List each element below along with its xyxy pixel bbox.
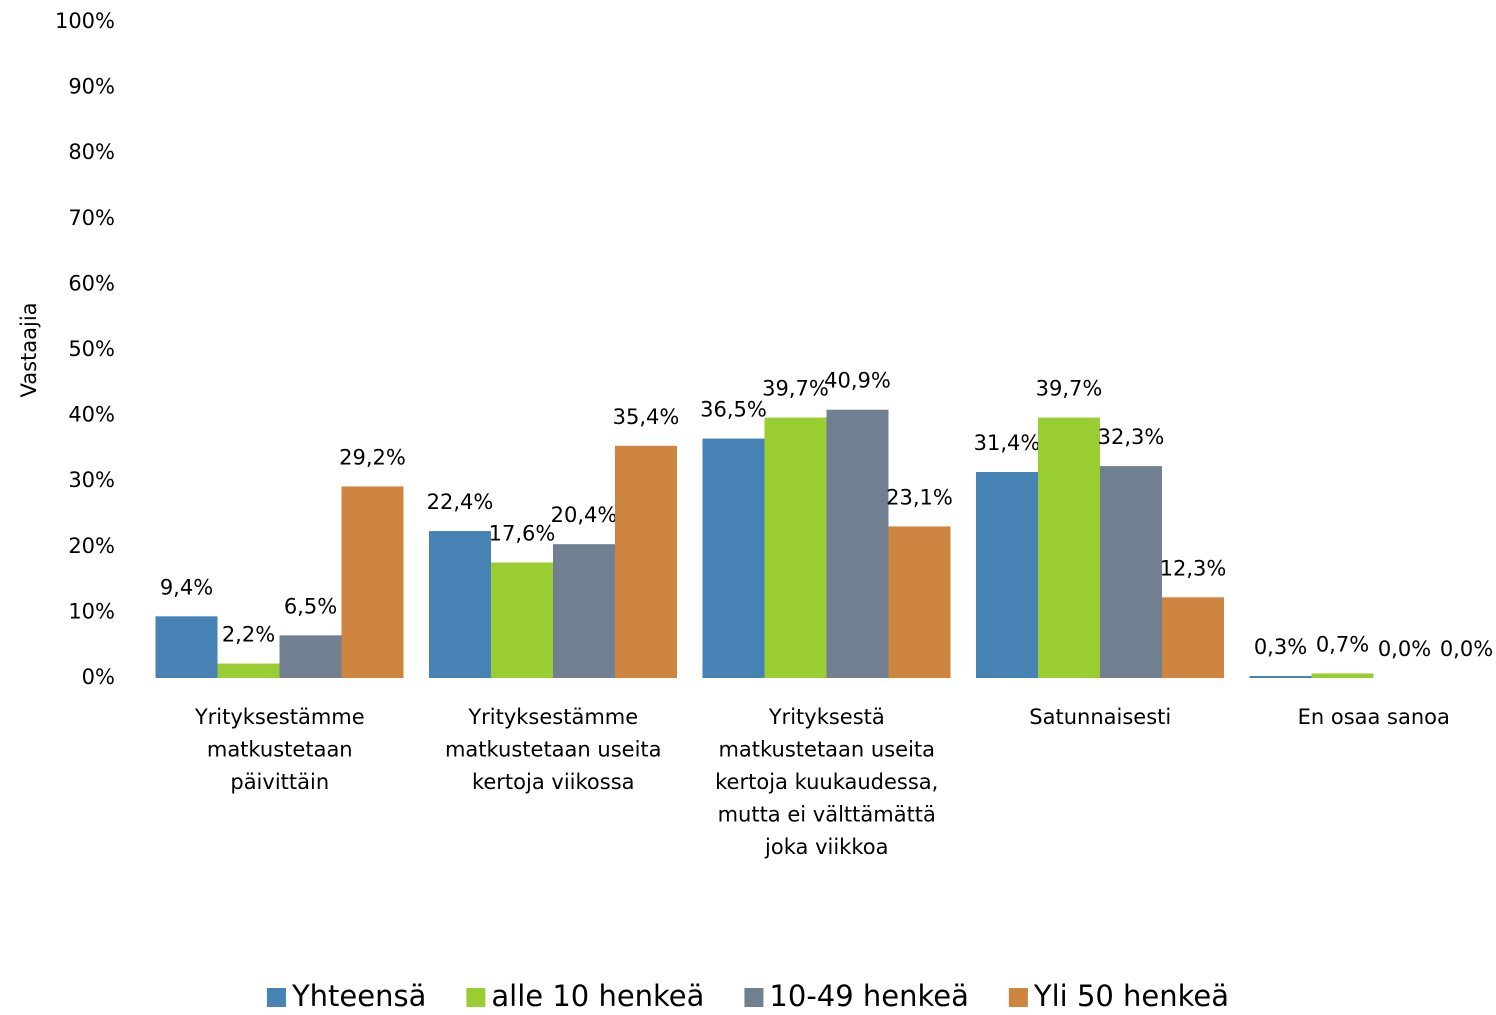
bar — [1038, 417, 1100, 678]
x-tick-label: Yrityksestämme matkustetaan päivittäin — [194, 705, 365, 794]
data-label: 0,0% — [1440, 637, 1493, 661]
data-label: 17,6% — [489, 522, 556, 546]
y-tick-label: 70% — [68, 206, 115, 230]
bar — [702, 438, 765, 678]
data-label: 0,3% — [1254, 635, 1307, 659]
bar — [279, 635, 342, 678]
legend-swatch — [466, 988, 486, 1007]
data-label: 35,4% — [613, 405, 680, 429]
legend-swatch — [1008, 988, 1028, 1007]
bar — [1162, 597, 1224, 678]
y-axis-label: Vastaajia — [17, 302, 41, 397]
bar — [1311, 673, 1374, 678]
bar — [217, 663, 280, 678]
y-tick-label: 0% — [82, 665, 115, 689]
y-tick-label: 20% — [68, 534, 115, 558]
bar — [764, 417, 827, 678]
bar — [826, 409, 889, 678]
y-tick-label: 10% — [68, 599, 115, 623]
data-label: 39,7% — [762, 377, 829, 401]
data-label: 20,4% — [551, 503, 618, 527]
data-label: 36,5% — [700, 398, 767, 422]
data-label: 2,2% — [222, 623, 275, 647]
data-label: 6,5% — [284, 594, 337, 618]
bar — [429, 531, 491, 678]
data-label: 29,2% — [339, 445, 406, 469]
data-label: 22,4% — [427, 490, 494, 514]
x-tick-label: Yrityksestä matkustetaan useita kertoja ku… — [715, 705, 938, 859]
legend-label: Yhteensä — [291, 979, 426, 1011]
legend-swatch — [744, 988, 764, 1007]
x-tick-label: Satunnaisesti — [1029, 705, 1171, 729]
bar — [615, 445, 677, 678]
bar — [976, 472, 1038, 678]
bar — [491, 562, 553, 678]
bar — [1249, 676, 1312, 678]
y-tick-label: 40% — [68, 403, 115, 427]
y-tick-label: 80% — [68, 140, 115, 164]
y-tick-label: 50% — [68, 337, 115, 361]
bar — [341, 486, 404, 678]
y-tick-label: 100% — [55, 9, 115, 33]
y-tick-label: 30% — [68, 468, 115, 492]
data-label: 0,0% — [1378, 637, 1431, 661]
data-label: 12,3% — [1160, 556, 1227, 580]
legend-swatch — [266, 988, 286, 1007]
legend-label: Yli 50 henkeä — [1033, 979, 1229, 1011]
data-label: 40,9% — [824, 369, 891, 393]
data-label: 39,7% — [1036, 377, 1103, 401]
bar — [888, 526, 951, 678]
y-tick-label: 90% — [68, 75, 115, 99]
legend: Yhteensä alle 10 henkeä 10-49 henkeä Yli 50… — [266, 979, 1229, 1013]
bar — [553, 544, 615, 678]
data-label: 9,4% — [160, 575, 213, 599]
x-tick-label: Yrityksestämme matkustetaan useita kertoja… — [445, 705, 662, 794]
data-label: 0,7% — [1316, 632, 1369, 656]
bar — [1100, 466, 1162, 678]
data-label: 32,3% — [1098, 425, 1165, 449]
legend-label: alle 10 henkeä — [491, 979, 704, 1011]
data-label: 31,4% — [974, 431, 1041, 455]
legend-label: 10-49 henkeä — [769, 979, 968, 1011]
bar — [155, 616, 218, 678]
x-tick-label: En osaa sanoa — [1298, 705, 1450, 729]
y-tick-label: 60% — [68, 271, 115, 295]
data-label: 23,1% — [886, 485, 953, 509]
